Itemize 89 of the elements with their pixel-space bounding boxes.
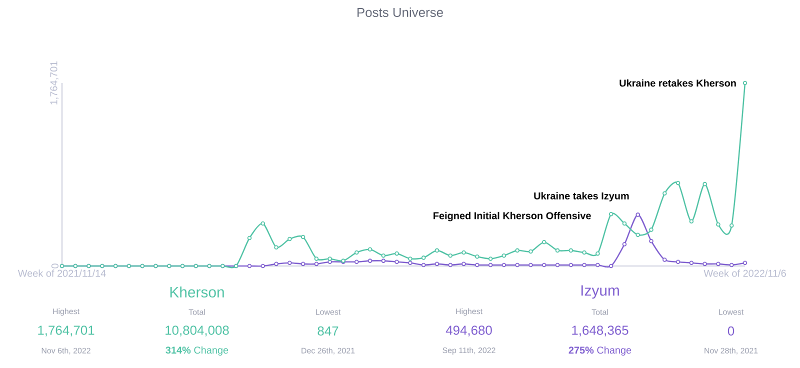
point	[568, 262, 574, 268]
point	[649, 238, 654, 244]
annotation: Ukraine retakes Kherson	[620, 79, 736, 87]
point	[274, 262, 278, 266]
text: 0	[728, 326, 734, 336]
point	[702, 262, 707, 266]
text: 1,648,365	[572, 326, 628, 336]
point	[288, 260, 292, 266]
annotation: Feigned Initial Kherson Offensive	[434, 212, 591, 222]
text: 314% Change	[166, 346, 228, 356]
point	[394, 260, 399, 264]
point	[608, 264, 614, 268]
point	[247, 236, 252, 240]
text: 847	[318, 326, 338, 336]
x-tick-label: Week of 2021/11/14	[18, 270, 106, 277]
point	[649, 228, 654, 232]
point	[662, 191, 667, 196]
annotation: Ukraine takes Izyum	[534, 192, 629, 202]
x-tick-label: Week of 2022/11/6	[704, 270, 786, 277]
point	[300, 262, 306, 266]
point	[462, 250, 466, 255]
point	[742, 260, 748, 266]
point	[622, 242, 627, 246]
point	[314, 256, 319, 261]
point	[622, 221, 627, 226]
text: 494,680	[446, 326, 492, 336]
point	[354, 260, 359, 264]
point	[434, 248, 440, 253]
point	[528, 249, 533, 254]
point	[448, 253, 453, 258]
point	[381, 258, 386, 263]
point	[729, 262, 734, 268]
point	[515, 262, 520, 268]
point	[274, 245, 278, 250]
point	[528, 262, 533, 268]
point	[314, 262, 319, 266]
point	[716, 262, 720, 266]
point	[421, 256, 426, 260]
text: 10,804,008	[166, 326, 229, 336]
point	[716, 222, 720, 227]
point	[582, 250, 586, 255]
point	[676, 180, 680, 186]
point	[328, 256, 332, 261]
point	[368, 247, 372, 252]
point	[408, 256, 412, 261]
point	[288, 236, 292, 242]
point	[260, 221, 266, 226]
point	[300, 234, 306, 240]
point	[542, 240, 546, 244]
point	[742, 80, 748, 86]
series-label: Kherson	[170, 286, 224, 298]
point	[488, 256, 493, 261]
point	[555, 262, 560, 268]
point	[394, 251, 399, 256]
point	[515, 248, 520, 253]
point	[729, 223, 734, 228]
point	[502, 253, 506, 258]
point	[636, 232, 640, 238]
point	[247, 264, 252, 268]
text: 275% Change	[568, 346, 632, 356]
series-label: Izyum	[581, 285, 619, 299]
point	[676, 260, 680, 264]
point	[689, 219, 694, 224]
chart-title: Posts Universe	[358, 8, 443, 18]
point	[689, 260, 694, 266]
point	[408, 260, 412, 266]
point	[354, 250, 359, 255]
point	[596, 251, 600, 256]
point	[260, 264, 266, 268]
point	[475, 254, 480, 259]
point	[462, 262, 466, 266]
point	[702, 182, 707, 186]
point	[368, 258, 372, 263]
text: 1,764,701	[38, 326, 94, 336]
point	[475, 262, 480, 268]
point	[448, 262, 453, 268]
point	[662, 258, 667, 262]
point	[421, 262, 426, 268]
point	[582, 262, 586, 268]
point	[542, 262, 546, 268]
point	[636, 212, 640, 217]
point	[502, 262, 506, 268]
point	[555, 248, 560, 253]
point	[381, 253, 386, 258]
point	[488, 262, 493, 268]
point	[434, 262, 440, 266]
point	[608, 212, 614, 216]
point	[596, 262, 600, 268]
point	[568, 248, 574, 253]
